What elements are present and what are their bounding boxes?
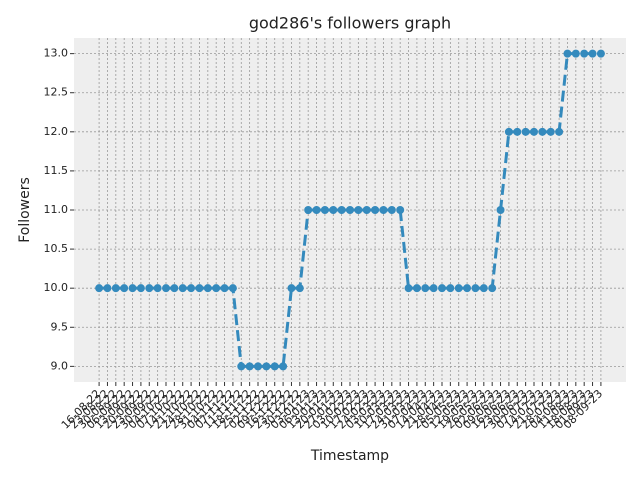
marker <box>513 127 522 136</box>
y-axis-label: Followers <box>17 177 33 243</box>
marker <box>128 284 137 293</box>
marker <box>446 284 455 293</box>
marker <box>120 284 129 293</box>
marker <box>429 284 438 293</box>
marker <box>354 206 363 214</box>
marker <box>228 284 237 293</box>
marker <box>254 362 262 371</box>
marker <box>488 284 497 293</box>
marker <box>588 49 597 58</box>
marker <box>387 206 396 214</box>
marker <box>504 127 513 136</box>
marker <box>312 206 321 214</box>
marker <box>270 362 279 371</box>
marker <box>571 49 580 58</box>
marker <box>596 49 605 58</box>
marker <box>454 284 463 293</box>
marker <box>220 284 229 293</box>
marker <box>530 127 538 136</box>
marker <box>563 49 572 58</box>
marker <box>279 362 288 371</box>
y-tick-label: 9.5 <box>51 320 69 333</box>
marker <box>178 284 187 293</box>
marker <box>136 284 145 293</box>
marker <box>396 206 405 214</box>
marker <box>479 284 488 293</box>
y-tick-label: 12.5 <box>44 86 69 99</box>
y-tick-label: 10.0 <box>44 281 69 294</box>
marker <box>262 362 271 371</box>
x-axis-label: Timestamp <box>310 448 389 464</box>
marker <box>463 284 472 293</box>
marker <box>412 284 421 293</box>
marker <box>103 284 112 293</box>
marker <box>111 284 120 293</box>
chart-title: god286's followers graph <box>249 14 451 33</box>
marker <box>153 284 162 293</box>
marker <box>329 206 338 214</box>
marker <box>245 362 254 371</box>
marker <box>379 206 388 214</box>
marker <box>195 284 204 293</box>
marker <box>546 127 555 136</box>
marker <box>287 284 296 293</box>
marker <box>346 206 354 214</box>
marker <box>555 127 564 136</box>
y-tick-label: 10.5 <box>44 242 69 255</box>
marker <box>95 284 104 293</box>
marker <box>304 206 313 214</box>
y-tick-label: 12.0 <box>44 125 69 138</box>
y-tick-label: 9.0 <box>51 359 69 372</box>
marker <box>237 362 246 371</box>
y-tick-label: 13.0 <box>44 47 69 60</box>
marker <box>362 206 371 214</box>
marker <box>212 284 221 293</box>
marker <box>521 127 530 136</box>
marker <box>421 284 430 293</box>
marker <box>538 127 547 136</box>
marker <box>337 206 346 214</box>
marker <box>404 284 413 293</box>
marker <box>187 284 196 293</box>
marker <box>320 206 329 214</box>
marker <box>170 284 179 293</box>
y-tick-label: 11.5 <box>44 164 69 177</box>
y-tick-label: 11.0 <box>44 203 69 216</box>
marker <box>496 206 505 214</box>
marker <box>580 49 589 58</box>
marker <box>295 284 304 293</box>
marker <box>203 284 212 293</box>
marker <box>371 206 380 214</box>
marker <box>438 284 446 293</box>
marker <box>162 284 170 293</box>
marker <box>471 284 480 293</box>
marker <box>145 284 154 293</box>
